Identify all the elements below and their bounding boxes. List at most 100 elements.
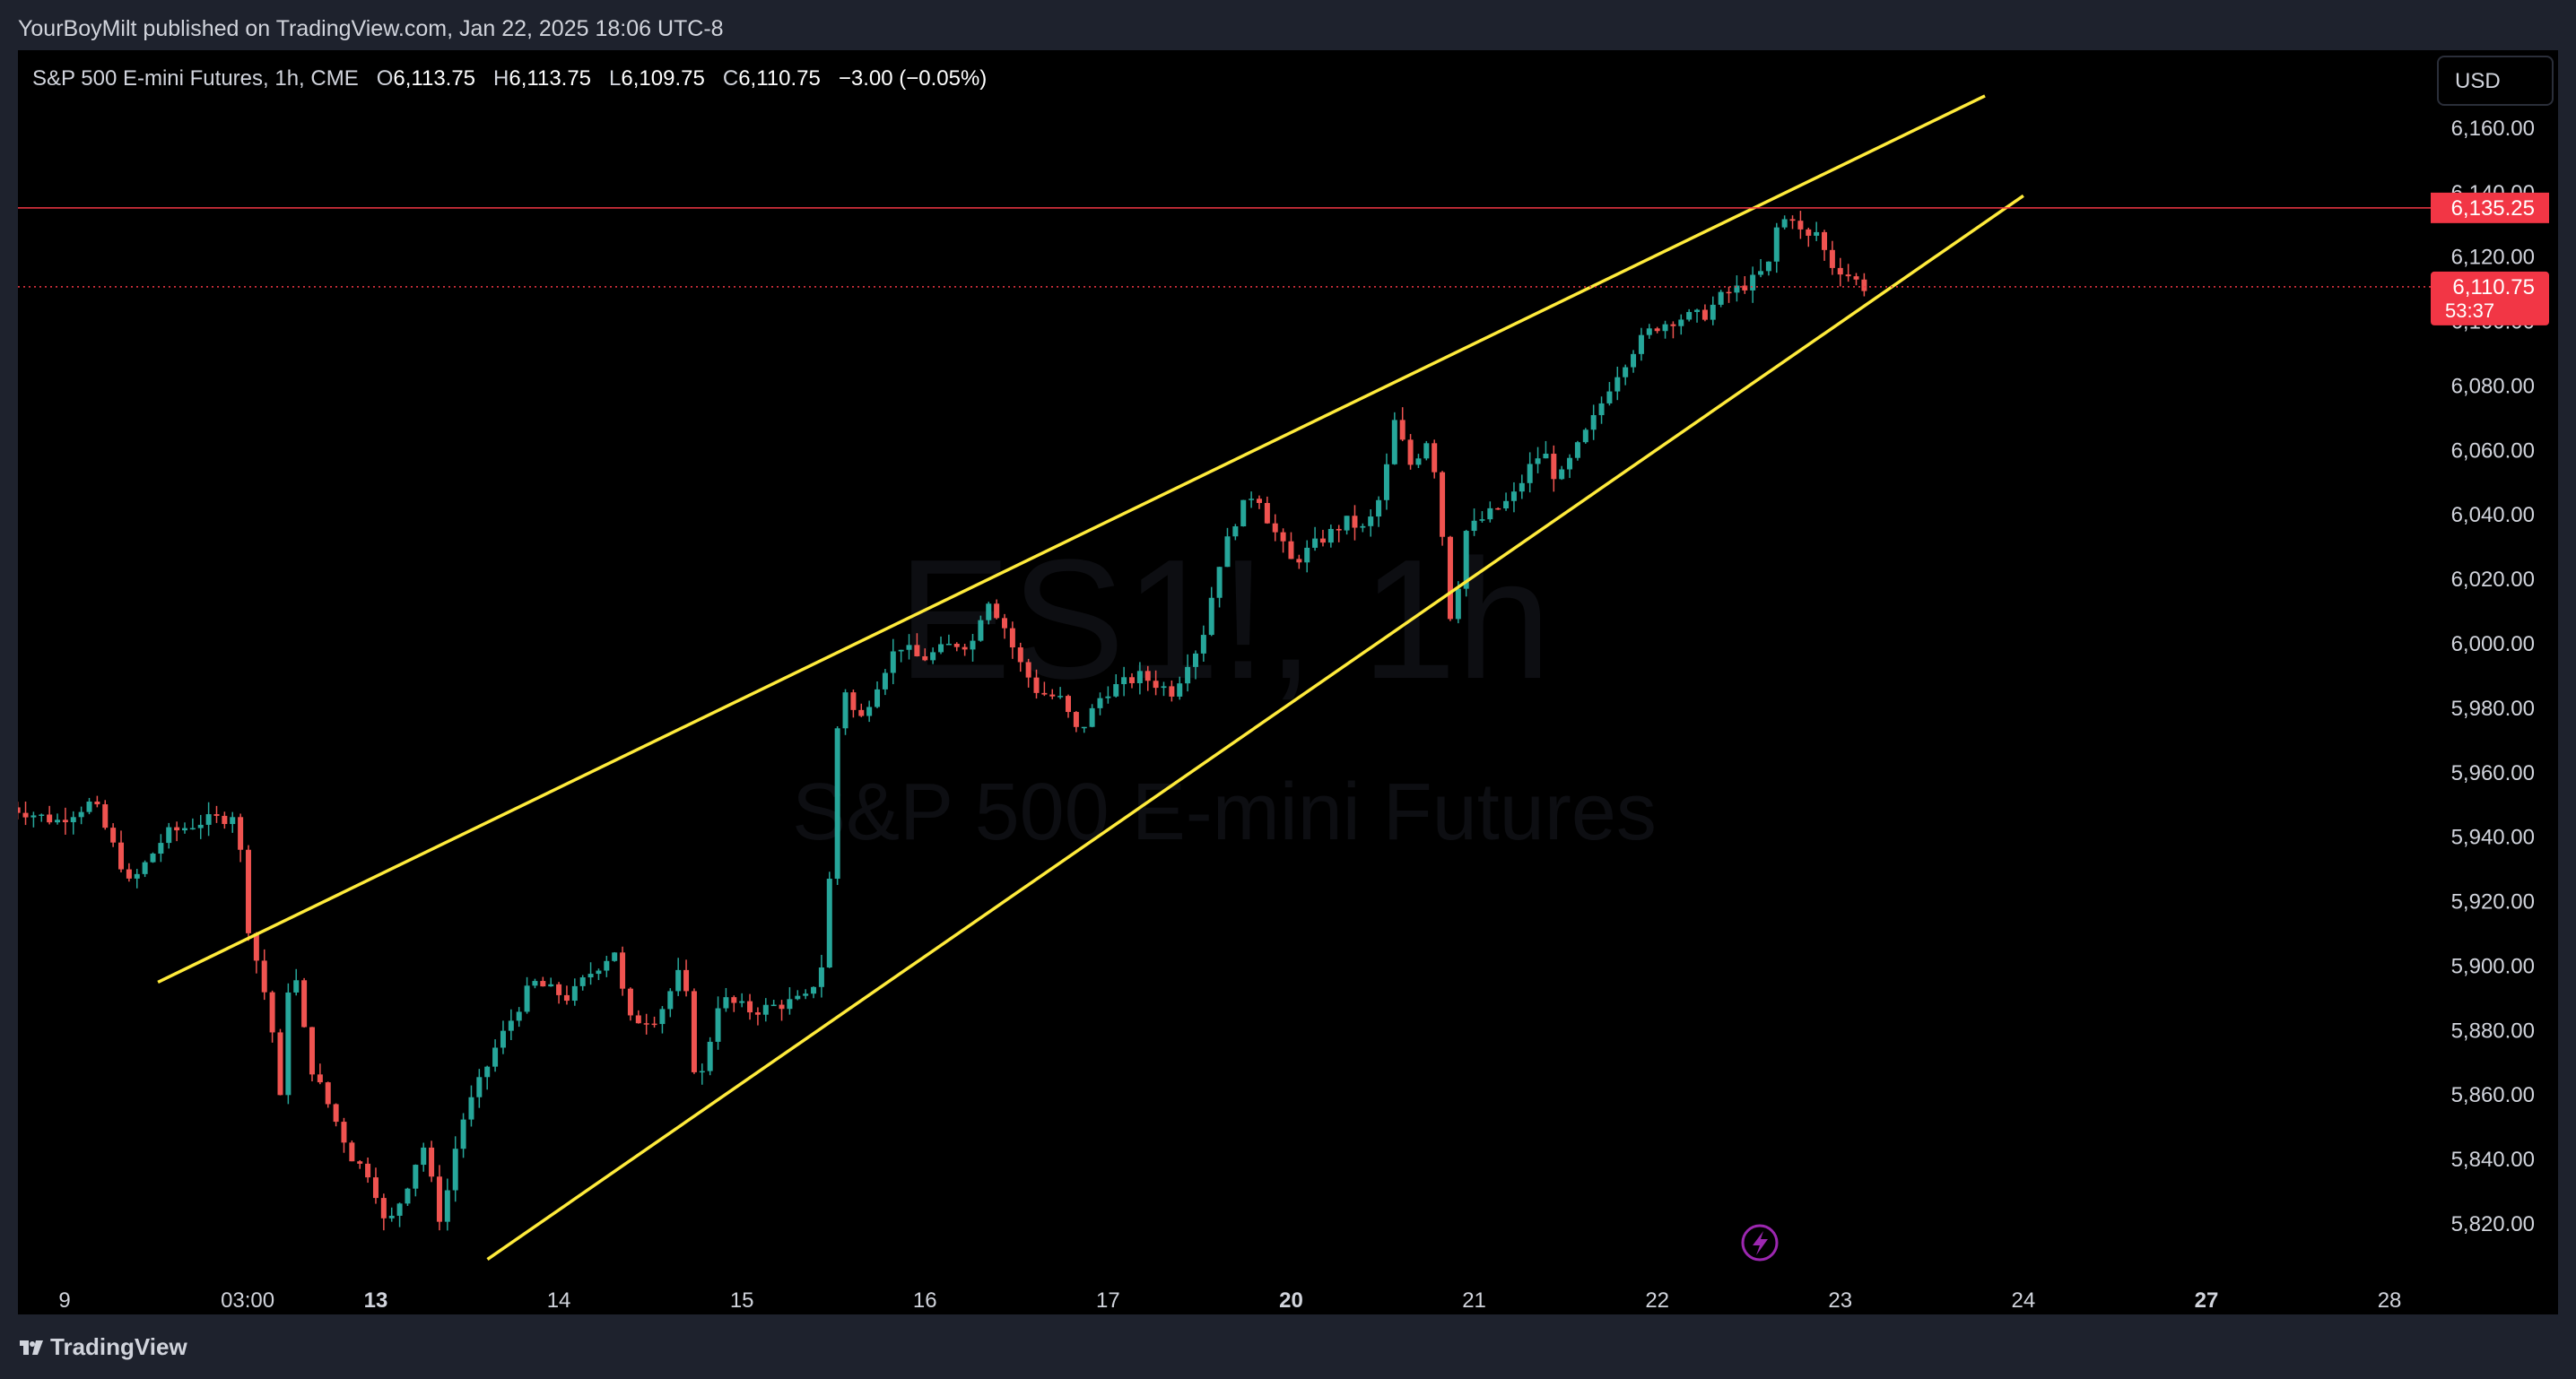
high-value: 6,113.75 (509, 66, 592, 91)
candle (317, 1063, 323, 1085)
candle (795, 990, 801, 1001)
candle-body (484, 1066, 491, 1078)
candle (571, 978, 578, 1006)
candle (301, 977, 308, 1028)
candle (1487, 501, 1493, 523)
candle-body (1352, 516, 1358, 528)
price-axis[interactable]: 5,820.00 5,840.00 5,860.00 5,880.00 5,900.00… (2431, 117, 2549, 1236)
candle-body (500, 1030, 506, 1048)
candle (62, 807, 68, 835)
candle (102, 800, 109, 830)
currency-button[interactable]: USD (2437, 56, 2554, 106)
candle (1249, 491, 1255, 508)
candle (1288, 532, 1294, 559)
candle-body (1718, 291, 1724, 305)
candle-body (396, 1203, 403, 1216)
symbol-watermark: ES1!, 1h S&P 500 E-mini Futures (792, 525, 1657, 857)
candle (898, 649, 904, 663)
candle-body (1734, 285, 1740, 293)
candle-body (1742, 285, 1748, 291)
candle-body (508, 1020, 514, 1031)
candle-body (1272, 523, 1278, 533)
candle-body (70, 817, 76, 823)
candle-body (1471, 520, 1477, 532)
time-axis-band (18, 1282, 2558, 1314)
candle-body (1113, 684, 1119, 697)
high-label: H (493, 66, 509, 91)
time-axis[interactable]: 9 03:00 13 14 15 16 17 20 21 22 23 24 27 28 (18, 1282, 2558, 1314)
candle-body (1415, 458, 1422, 465)
candle (388, 1207, 395, 1222)
candle-body (834, 728, 840, 880)
candle-body (620, 952, 626, 989)
candle (1471, 508, 1477, 536)
alert-circle[interactable] (1741, 1224, 1779, 1262)
candle-body (476, 1077, 483, 1097)
candle-body (596, 970, 602, 975)
candle-body (1081, 726, 1087, 729)
candle (970, 634, 976, 662)
candle-body (341, 1122, 347, 1143)
candle-body (301, 980, 308, 1028)
candle (1822, 230, 1828, 261)
candle (612, 951, 618, 962)
candle (1678, 314, 1684, 335)
candle-body (612, 952, 618, 961)
candle (492, 1039, 499, 1072)
candle-body (413, 1165, 419, 1189)
price-tick-label: 6,160.00 (2451, 117, 2535, 141)
candle (1829, 240, 1835, 275)
candle (1814, 221, 1820, 241)
alert-button[interactable] (1741, 1224, 1779, 1262)
candle-body (1304, 547, 1310, 563)
candle-body (699, 1071, 705, 1073)
candle-body (667, 991, 674, 1010)
time-tick-label: 20 (1279, 1288, 1303, 1313)
candle (516, 1007, 522, 1028)
candle (1097, 692, 1103, 716)
candlestick-chart[interactable]: ES1!, 1h S&P 500 E-mini Futures 5,820.00… (18, 50, 2558, 1314)
candle-body (1423, 443, 1430, 459)
candle-body (349, 1142, 355, 1162)
candle (818, 954, 824, 998)
candle (181, 822, 187, 834)
symbol-legend[interactable]: S&P 500 E-mini Futures, 1h, CME O6,113.7… (32, 66, 987, 91)
chart-area[interactable]: ES1!, 1h S&P 500 E-mini Futures 5,820.00… (18, 50, 2558, 1314)
candle (245, 845, 251, 941)
candle (1025, 658, 1031, 688)
candle-body (707, 1041, 713, 1071)
candle-body (1694, 309, 1701, 312)
candle (150, 852, 156, 863)
candle (372, 1167, 379, 1204)
candle-body (468, 1097, 474, 1120)
candle-body (1479, 519, 1485, 521)
price-tick-label: 6,040.00 (2451, 503, 2535, 527)
upper-trendline[interactable] (157, 94, 1986, 984)
candle-body (1017, 647, 1023, 663)
candle-body (1407, 439, 1414, 465)
close-value: 6,110.75 (738, 66, 821, 91)
price-tick-label: 5,880.00 (2451, 1019, 2535, 1043)
candle-body (898, 649, 904, 652)
tradingview-brand[interactable]: TradingView (20, 1333, 187, 1361)
candle (468, 1085, 474, 1127)
candle-body (1781, 219, 1788, 228)
candle-body (1837, 267, 1843, 275)
candle (1662, 320, 1668, 339)
candle (1280, 528, 1286, 553)
candle-body (962, 646, 968, 650)
candle (1376, 496, 1382, 527)
candle (500, 1020, 506, 1054)
candle (1224, 527, 1231, 568)
candle (659, 1006, 666, 1034)
candle-body (1089, 707, 1095, 727)
candle-body (1559, 469, 1565, 480)
candle (1264, 496, 1270, 525)
candle-body (118, 842, 125, 870)
candle (1153, 670, 1159, 696)
candle-body (1280, 532, 1286, 542)
candle (1519, 474, 1525, 499)
candle (994, 599, 1000, 620)
candle-body (875, 689, 881, 707)
lower-trendline[interactable] (486, 194, 2024, 1261)
